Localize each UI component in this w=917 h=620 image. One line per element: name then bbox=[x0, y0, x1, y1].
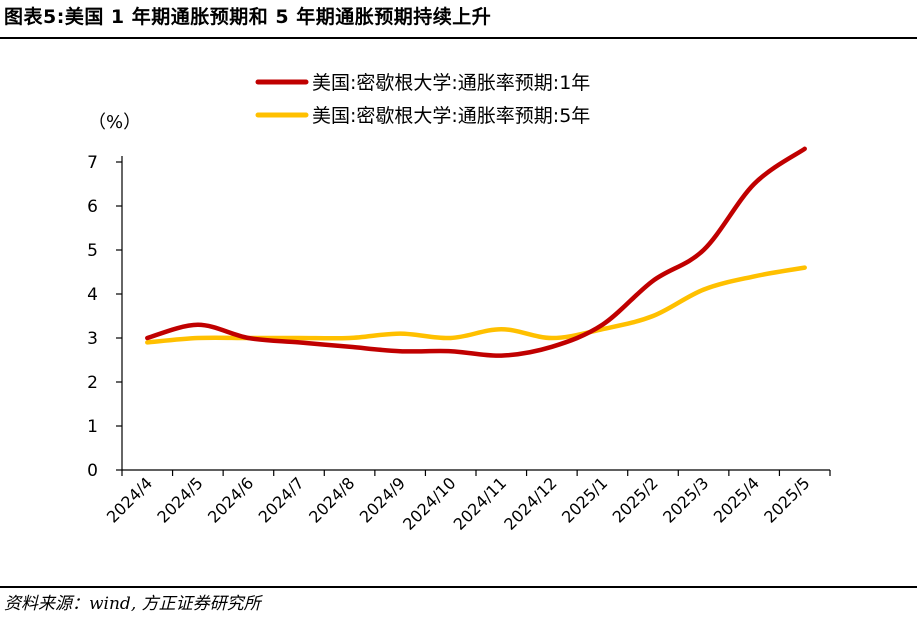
x-tick-label: 2025/3 bbox=[659, 473, 712, 526]
series-line-5yr bbox=[145, 265, 807, 345]
y-tick-label: 0 bbox=[87, 461, 98, 481]
y-tick-label: 1 bbox=[87, 417, 98, 437]
line-chart: 美国:密歇根大学:通胀率预期:1年 美国:密歇根大学:通胀率预期:5年 （%） … bbox=[87, 72, 831, 534]
y-tick-label: 6 bbox=[87, 197, 98, 217]
x-tick-label: 2025/2 bbox=[609, 473, 662, 526]
legend-label-5yr: 美国:密歇根大学:通胀率预期:5年 bbox=[312, 105, 590, 127]
y-axis-unit-label: （%） bbox=[88, 112, 141, 133]
source-note: 资料来源：wind, 方正证券研究所 bbox=[4, 594, 261, 614]
series-layer bbox=[145, 146, 807, 358]
legend-label-1yr: 美国:密歇根大学:通胀率预期:1年 bbox=[312, 72, 590, 94]
title-divider bbox=[0, 37, 917, 39]
y-tick-label: 7 bbox=[87, 153, 98, 173]
x-tick-label: 2024/6 bbox=[204, 473, 257, 526]
x-tick-label: 2024/11 bbox=[450, 473, 510, 533]
x-tick-label: 2025/1 bbox=[558, 473, 611, 526]
x-tick-label: 2024/8 bbox=[305, 473, 358, 526]
x-tick-label: 2024/7 bbox=[255, 473, 308, 526]
x-tick-label: 2024/10 bbox=[399, 473, 459, 533]
x-tick-label: 2024/4 bbox=[103, 473, 156, 526]
x-tick-label: 2024/12 bbox=[500, 473, 560, 533]
series-line-1yr bbox=[145, 146, 807, 358]
source-divider bbox=[0, 586, 917, 588]
y-tick-label: 5 bbox=[87, 241, 98, 261]
x-tick-label: 2025/5 bbox=[760, 473, 813, 526]
y-tick-label: 3 bbox=[87, 329, 98, 349]
chart-legend: 美国:密歇根大学:通胀率预期:1年 美国:密歇根大学:通胀率预期:5年 bbox=[255, 72, 590, 127]
y-tick-label: 4 bbox=[87, 285, 98, 305]
y-tick-label: 2 bbox=[87, 373, 98, 393]
x-tick-label: 2024/5 bbox=[153, 473, 206, 526]
x-tick-label: 2025/4 bbox=[710, 473, 763, 526]
figure-title: 图表5:美国 1 年期通胀预期和 5 年期通胀预期持续上升 bbox=[4, 6, 492, 28]
